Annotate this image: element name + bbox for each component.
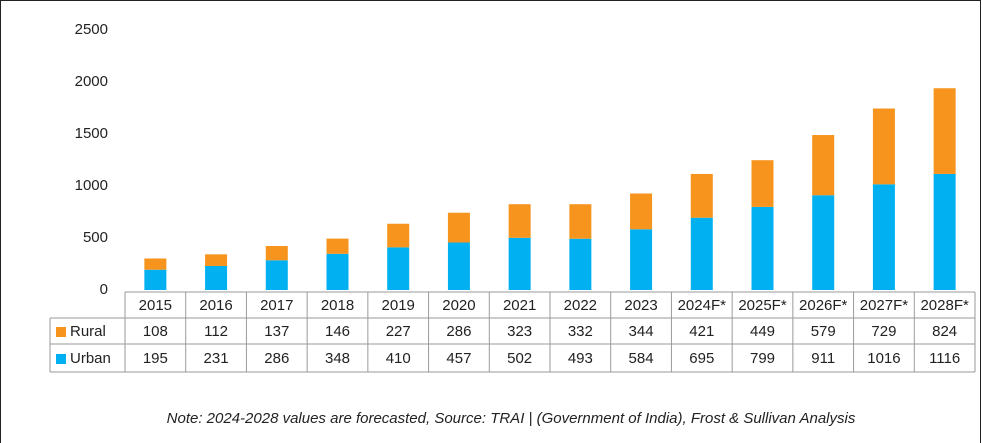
x-tick-label: 2023 — [624, 297, 657, 314]
x-tick-label: 2027F* — [860, 297, 909, 314]
bar-segment — [447, 212, 470, 243]
bar-segment — [751, 160, 774, 207]
y-tick-label: 2500 — [75, 21, 108, 38]
x-tick-label: 2018 — [321, 297, 354, 314]
bar-segment — [751, 206, 774, 290]
x-tick-label: 2026F* — [799, 297, 848, 314]
x-tick-label: 2028F* — [920, 297, 969, 314]
bar-segment — [933, 173, 956, 290]
bar-segment — [933, 88, 956, 174]
bar-segment — [326, 238, 349, 254]
x-tick-label: 2025F* — [738, 297, 787, 314]
x-tick-label: 2024F* — [678, 297, 727, 314]
table-value: 195 — [143, 350, 168, 367]
legend-label: Urban — [70, 350, 111, 367]
table-value: 502 — [507, 350, 532, 367]
x-tick-label: 2022 — [564, 297, 597, 314]
bar-segment — [447, 242, 470, 290]
x-tick-label: 2015 — [139, 297, 172, 314]
table-value: 112 — [204, 323, 228, 340]
table-value: 1016 — [867, 350, 900, 367]
table-value: 286 — [446, 323, 471, 340]
legend-swatch — [56, 354, 66, 364]
bar-segment — [387, 247, 410, 290]
table-value: 332 — [568, 323, 593, 340]
bar-segment — [872, 184, 895, 290]
legend-swatch — [56, 327, 66, 337]
bar-segment — [690, 173, 713, 218]
table-value: 1116 — [929, 350, 960, 367]
table-value: 344 — [629, 323, 654, 340]
bar-segment — [144, 258, 167, 270]
x-tick-label: 2021 — [503, 297, 536, 314]
bar-segment — [569, 238, 592, 290]
bar-segment — [144, 269, 167, 290]
x-tick-label: 2017 — [260, 297, 293, 314]
table-value: 146 — [325, 323, 350, 340]
bar-segment — [630, 229, 653, 290]
bar-segment — [508, 204, 531, 238]
bar-segment — [508, 237, 531, 290]
x-tick-label: 2016 — [199, 297, 232, 314]
bar-segment — [569, 204, 592, 239]
y-tick-label: 2000 — [75, 73, 108, 90]
bar-segment — [812, 135, 835, 196]
bar-segment — [630, 193, 653, 230]
x-tick-label: 2019 — [382, 297, 415, 314]
legend-label: Rural — [70, 323, 106, 340]
table-value: 695 — [689, 350, 714, 367]
bar-segment — [326, 253, 349, 290]
table-value: 137 — [264, 323, 289, 340]
y-tick-label: 0 — [100, 281, 108, 298]
table-value: 231 — [204, 350, 229, 367]
table-value: 286 — [264, 350, 289, 367]
table-value: 449 — [750, 323, 775, 340]
y-tick-label: 1000 — [75, 177, 108, 194]
bar-segment — [872, 108, 895, 185]
table-value: 493 — [568, 350, 593, 367]
table-value: 799 — [750, 350, 775, 367]
y-tick-label: 500 — [83, 229, 108, 246]
bar-segment — [205, 254, 228, 266]
table-value: 421 — [689, 323, 714, 340]
table-value: 824 — [932, 323, 957, 340]
x-tick-label: 2020 — [442, 297, 475, 314]
bar-segment — [812, 195, 835, 290]
table-value: 410 — [386, 350, 411, 367]
bar-segment — [387, 223, 410, 248]
table-value: 323 — [507, 323, 532, 340]
table-value: 348 — [325, 350, 350, 367]
table-value: 579 — [811, 323, 836, 340]
bar-segment — [205, 265, 228, 290]
table-value: 729 — [871, 323, 896, 340]
table-value: 584 — [629, 350, 654, 367]
bar-segment — [265, 246, 288, 261]
table-value: 108 — [143, 323, 168, 340]
bar-segment — [690, 217, 713, 290]
table-value: 457 — [446, 350, 471, 367]
table-value: 227 — [386, 323, 411, 340]
table-value: 911 — [811, 350, 835, 367]
bar-segment — [265, 260, 288, 290]
y-tick-label: 1500 — [75, 125, 108, 142]
note: Note: 2024-2028 values are forecasted, S… — [167, 410, 856, 427]
